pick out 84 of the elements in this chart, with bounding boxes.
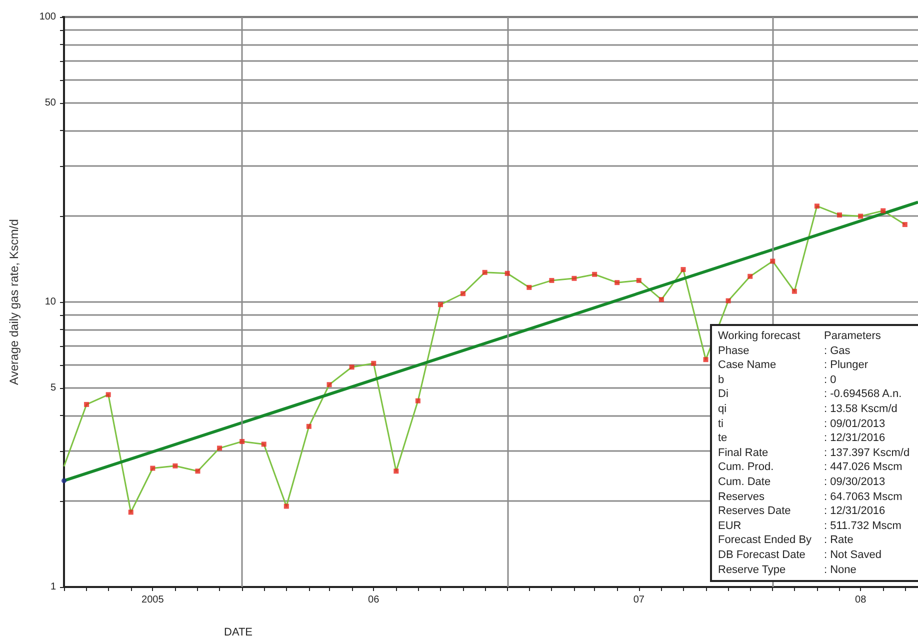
annotation: Reserve Type (718, 562, 787, 578)
point (195, 468, 200, 474)
point (62, 478, 66, 484)
point (658, 297, 664, 302)
annotation: qi (718, 402, 728, 417)
point (150, 466, 156, 471)
point (460, 291, 466, 296)
point (549, 278, 554, 283)
point (438, 302, 443, 308)
x-tick-label: 2005 (142, 594, 164, 606)
annotation: DB Forecast Date (718, 548, 806, 562)
point (792, 288, 797, 294)
annotation: b (718, 372, 726, 388)
annotation: Working forecast (718, 329, 802, 344)
point (128, 510, 134, 515)
point (172, 463, 178, 468)
annotation: : 64.7063 Mscm (824, 490, 902, 504)
annotation: Cum. Date (718, 474, 772, 490)
point (572, 276, 577, 281)
point (814, 204, 820, 209)
annotation: Reserves Date (718, 504, 792, 519)
point (84, 402, 90, 407)
annotation: te (718, 431, 728, 446)
point (261, 442, 266, 447)
annotation: : 09/01/2013 (824, 416, 886, 432)
annotation: : 511.732 Mscm (824, 518, 902, 534)
annotation: : 13.58 Kscm/d (824, 402, 898, 417)
annotation: EUR (718, 518, 742, 534)
point (636, 278, 642, 283)
annotation: : 09/30/2013 (824, 474, 886, 490)
y-tick-label: 100 (39, 12, 56, 22)
y-tick-label: 10 (44, 296, 56, 308)
point (592, 272, 598, 277)
point (614, 280, 620, 286)
point (837, 212, 842, 218)
point (306, 424, 312, 429)
point (106, 392, 111, 398)
x-tick-label: 06 (368, 594, 380, 606)
point (880, 208, 886, 214)
y-tick-label: 5 (50, 382, 56, 394)
point (526, 284, 532, 290)
point (217, 446, 222, 451)
annotation: : -0.694568 A.n. (824, 387, 902, 402)
point (349, 364, 354, 370)
x-axis-title: DATE (224, 626, 253, 638)
annotation: ti (718, 416, 724, 432)
annotation: Phase (718, 344, 750, 358)
annotation: Di (718, 387, 730, 402)
annotation: : 12/31/2016 (824, 504, 886, 519)
point (858, 214, 864, 219)
annotation: : 137.397 Kscm/d (824, 446, 910, 460)
annotation: : None (824, 562, 856, 578)
point (482, 270, 488, 275)
point (415, 398, 420, 404)
point (326, 382, 332, 388)
point (240, 438, 245, 444)
y-tick-label: 1 (50, 582, 56, 592)
annotation: : Gas (824, 344, 850, 358)
y-axis-title: Average daily gas rate, Kscm/d (7, 219, 21, 385)
point (770, 258, 776, 264)
point (504, 270, 510, 276)
annotation: : 12/31/2016 (824, 431, 886, 446)
y-tick-label: 50 (44, 97, 56, 108)
point (284, 504, 289, 509)
point (748, 274, 753, 279)
annotation: Final Rate (718, 446, 770, 460)
point (680, 267, 686, 272)
point (703, 357, 708, 362)
x-tick-label: 07 (633, 594, 645, 606)
point (371, 360, 376, 366)
annotation: Reserves (718, 490, 766, 504)
point (726, 298, 731, 304)
annotation: : Not Saved (824, 548, 882, 562)
annotation: : Plunger (824, 358, 868, 373)
annotation: : 447.026 Mscm (824, 460, 902, 475)
annotation: Cum. Prod. (718, 460, 775, 475)
point (394, 468, 399, 474)
annotation: Forecast Ended By (718, 533, 813, 548)
x-tick-label: 08 (855, 594, 867, 606)
annotation: Case Name (718, 358, 778, 373)
annotation: Parameters (824, 329, 881, 344)
point (902, 222, 908, 228)
annotation: : Rate (824, 533, 854, 548)
annotation: : 0 (824, 372, 836, 388)
